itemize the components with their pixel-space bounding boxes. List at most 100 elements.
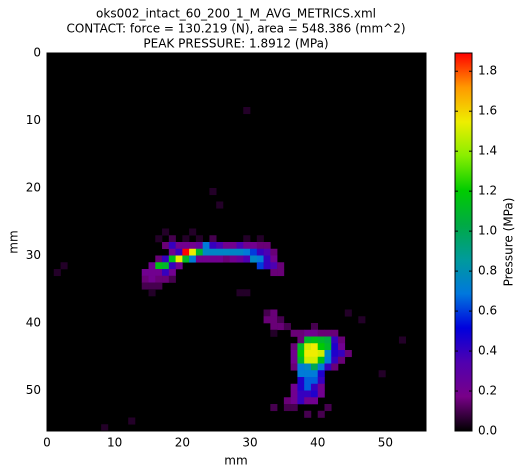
heatmap-cell	[283, 397, 291, 405]
heatmap-cell	[250, 255, 258, 263]
heatmap-cell	[216, 255, 224, 263]
heatmap-cell	[182, 235, 190, 243]
heatmap-cell	[283, 404, 291, 412]
heatmap-cell	[304, 363, 312, 371]
heatmap-cell	[304, 350, 312, 358]
y-tick-label: 0	[33, 46, 41, 60]
y-tick-label: 20	[26, 181, 41, 195]
heatmap-cell	[236, 242, 244, 250]
heatmap-cell	[317, 363, 325, 371]
x-axis-label: mm	[224, 454, 247, 468]
heatmap-cell	[324, 343, 332, 351]
heatmap-cell	[297, 350, 305, 358]
colorbar-tick-label: 0.4	[478, 344, 497, 358]
heatmap-cell	[148, 289, 156, 297]
heatmap-cell	[256, 262, 264, 270]
heatmap-cell	[290, 329, 298, 337]
heatmap-cell	[195, 242, 203, 250]
heatmap-cell	[324, 350, 332, 358]
x-tick-label: 40	[310, 436, 325, 450]
heatmap-cell	[60, 262, 68, 270]
heatmap-cell	[338, 336, 346, 344]
heatmap-cell	[290, 383, 298, 391]
heatmap-cell	[304, 343, 312, 351]
heatmap-cell	[189, 255, 197, 263]
heatmap-cell	[195, 248, 203, 256]
heatmap-cell	[195, 235, 203, 243]
heatmap-cell	[263, 255, 271, 263]
heatmap-cell	[324, 356, 332, 364]
heatmap-cell	[324, 404, 332, 412]
heatmap-cell	[277, 262, 285, 270]
heatmap-cell	[283, 323, 291, 331]
heatmap-cell	[331, 363, 339, 371]
heatmap-cell	[263, 309, 271, 317]
chart-title: oks002_intact_60_200_1_M_AVG_METRICS.xml	[96, 7, 376, 21]
heatmap-cell	[290, 404, 298, 412]
heatmap-cell	[168, 248, 176, 256]
heatmap-cell	[324, 363, 332, 371]
heatmap-cell	[202, 242, 210, 250]
heatmap-cell	[229, 248, 237, 256]
heatmap-cell	[189, 242, 197, 250]
heatmap-cell	[304, 390, 312, 398]
heatmap-cell	[297, 363, 305, 371]
heatmap-cell	[317, 410, 325, 418]
heatmap-cell	[270, 404, 278, 412]
heatmap-cell	[290, 390, 298, 398]
heatmap-cell	[229, 255, 237, 263]
heatmap-cell	[243, 107, 251, 115]
heatmap-cell	[168, 255, 176, 263]
heatmap-cell	[195, 255, 203, 263]
heatmap-cell	[243, 248, 251, 256]
heatmap-cell	[222, 242, 231, 250]
heatmap-cell	[182, 255, 190, 263]
heatmap-cell	[256, 242, 264, 250]
heatmap-cell	[263, 316, 271, 324]
heatmap-cell	[317, 390, 325, 398]
x-tick-label: 50	[378, 436, 393, 450]
heatmap-cell	[209, 235, 217, 243]
heatmap-cell	[290, 397, 298, 405]
plot-frame	[46, 52, 427, 432]
heatmap-cell	[256, 255, 264, 263]
heatmap-cell	[270, 316, 278, 324]
heatmap-cell	[310, 329, 319, 337]
heatmap-cell	[162, 228, 170, 236]
heatmap-cell	[304, 370, 312, 378]
heatmap-cell	[175, 242, 183, 250]
heatmap-cell	[175, 262, 183, 270]
heatmap-cell	[331, 329, 339, 337]
heatmap-cell	[304, 329, 312, 337]
heatmap-cell	[310, 383, 319, 391]
heatmap-cell	[175, 248, 183, 256]
heatmap-cell	[209, 242, 217, 250]
heatmap-cell	[162, 262, 170, 270]
heatmap-cell	[155, 269, 163, 277]
heatmap-cell	[256, 235, 264, 243]
colorbar-tick-label: 1.6	[478, 104, 497, 118]
heatmap-cell	[222, 255, 231, 263]
heatmap-cell	[297, 390, 305, 398]
heatmap-cell	[168, 275, 176, 283]
heatmap-cell	[182, 248, 190, 256]
heatmap-cell	[317, 383, 325, 391]
heatmap-cell	[277, 316, 285, 324]
heatmap-cell	[338, 356, 346, 364]
heatmap-cell	[290, 343, 298, 351]
x-tick-label: 10	[107, 436, 122, 450]
heatmap-cell	[236, 255, 244, 263]
colorbar-tick-label: 0.0	[478, 424, 497, 438]
heatmap-cell	[256, 248, 264, 256]
heatmap-cell	[141, 275, 149, 283]
annotation: PEAK PRESSURE: 1.8912 (MPa)	[143, 37, 328, 51]
heatmap-cell	[148, 275, 156, 283]
heatmap-cell	[324, 329, 332, 337]
heatmap-cell	[229, 242, 237, 250]
heatmap-cell	[297, 383, 305, 391]
heatmap-cell	[310, 377, 319, 385]
heatmap-cell	[331, 356, 339, 364]
y-tick-label: 50	[26, 383, 41, 397]
heatmap-cell	[162, 269, 170, 277]
heatmap-cell	[317, 370, 325, 378]
